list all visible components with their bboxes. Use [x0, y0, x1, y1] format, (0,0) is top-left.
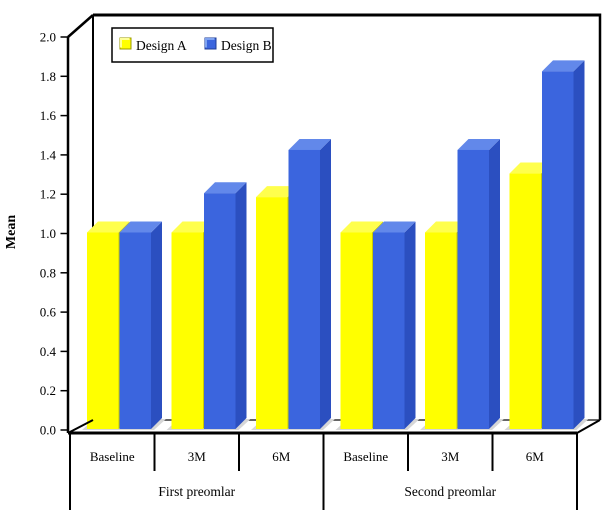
bar-front-face: [119, 232, 151, 429]
bar-top-face: [171, 221, 214, 233]
bar-top-face: [457, 138, 500, 150]
y-tick-label-1.8: 1.8: [40, 69, 56, 84]
bar-top-face: [425, 221, 468, 233]
bar-top-face: [256, 186, 299, 198]
group-label-first-preomlar: First preomlar: [158, 484, 235, 499]
bar-top-face: [340, 221, 383, 233]
y-tick-label-1.6: 1.6: [40, 108, 57, 123]
bar-side-face: [320, 138, 331, 429]
bar-front-face: [340, 232, 372, 429]
bar-front-face: [171, 232, 203, 429]
y-tick-label-0.4: 0.4: [40, 344, 57, 359]
bar-side-face: [404, 221, 416, 429]
bar-top-face: [509, 162, 552, 174]
legend-item-design-a: Design A: [119, 37, 187, 53]
bar-front-face: [542, 71, 574, 430]
bar-front-face: [204, 193, 236, 429]
bar-top-face: [542, 60, 585, 72]
x-category-label-1-3m: 3M: [188, 449, 207, 464]
y-tick-label-0.6: 0.6: [40, 305, 57, 320]
y-axis-title: Mean: [4, 215, 19, 249]
legend-box: [111, 27, 274, 63]
bar-front-face: [373, 232, 405, 429]
group-label-second-preomlar: Second preomlar: [404, 484, 496, 499]
left-wall-bottom-edge: [67, 419, 94, 434]
bar-design-b-0-baseline: [119, 221, 162, 429]
x-category-label-5-6m: 6M: [526, 449, 545, 464]
bar-front-face: [509, 173, 541, 429]
x-category-label-2-6m: 6M: [272, 449, 291, 464]
bar-side-face: [151, 221, 162, 429]
floor-right-edge: [576, 419, 601, 434]
bar-side-face: [573, 60, 585, 430]
design-a-swatch-highlight: [120, 38, 130, 48]
bar-front-face: [288, 149, 320, 429]
legend-label-design-b: Design B: [221, 38, 272, 53]
design-b-swatch-highlight: [205, 38, 215, 48]
bar-design-b-4-3m: [457, 138, 500, 429]
bar-front-face: [87, 232, 119, 429]
bar-front-face: [457, 149, 489, 429]
bar-front-face: [256, 197, 288, 429]
bar-top-face: [204, 182, 247, 194]
bar-top-face: [373, 221, 416, 233]
y-tick-label-1.2: 1.2: [40, 187, 56, 202]
bar-design-b-1-3m: [204, 182, 247, 429]
legend: Design A Design B: [111, 27, 274, 63]
bar-front-face: [425, 232, 457, 429]
y-tick-label-0.0: 0.0: [40, 423, 56, 438]
y-axis: 0.0 0.2 0.4 0.6 0.8 1.0 1.2 1.4 1.6 1.8 2.0: [40, 30, 68, 438]
legend-label-design-a: Design A: [136, 38, 187, 53]
bar-side-face: [235, 182, 247, 429]
legend-item-design-b: Design B: [204, 37, 272, 53]
x-category-label-4-3m: 3M: [441, 449, 460, 464]
y-tick-label-1.0: 1.0: [40, 226, 56, 241]
bar-design-b-3-baseline: [373, 221, 416, 429]
bar-design-b-2-6m: [288, 138, 331, 429]
bars: [87, 60, 585, 430]
bar-design-b-5-6m: [542, 60, 585, 430]
bar-top-face: [87, 221, 130, 233]
left-wall-top-edge: [67, 14, 94, 38]
x-category-label-3-baseline: Baseline: [343, 449, 388, 464]
y-tick-label-0.2: 0.2: [40, 383, 56, 398]
x-category-label-0-baseline: Baseline: [90, 449, 135, 464]
x-axis: Baseline 3M 6M Baseline 3M 6M First preomlar Se…: [69, 433, 578, 510]
bar-top-face: [119, 221, 162, 233]
bar-top-face: [288, 138, 331, 150]
y-tick-label-2.0: 2.0: [40, 30, 56, 45]
y-tick-label-0.8: 0.8: [40, 265, 56, 280]
y-tick-label-1.4: 1.4: [40, 147, 57, 162]
bar-side-face: [489, 138, 500, 429]
